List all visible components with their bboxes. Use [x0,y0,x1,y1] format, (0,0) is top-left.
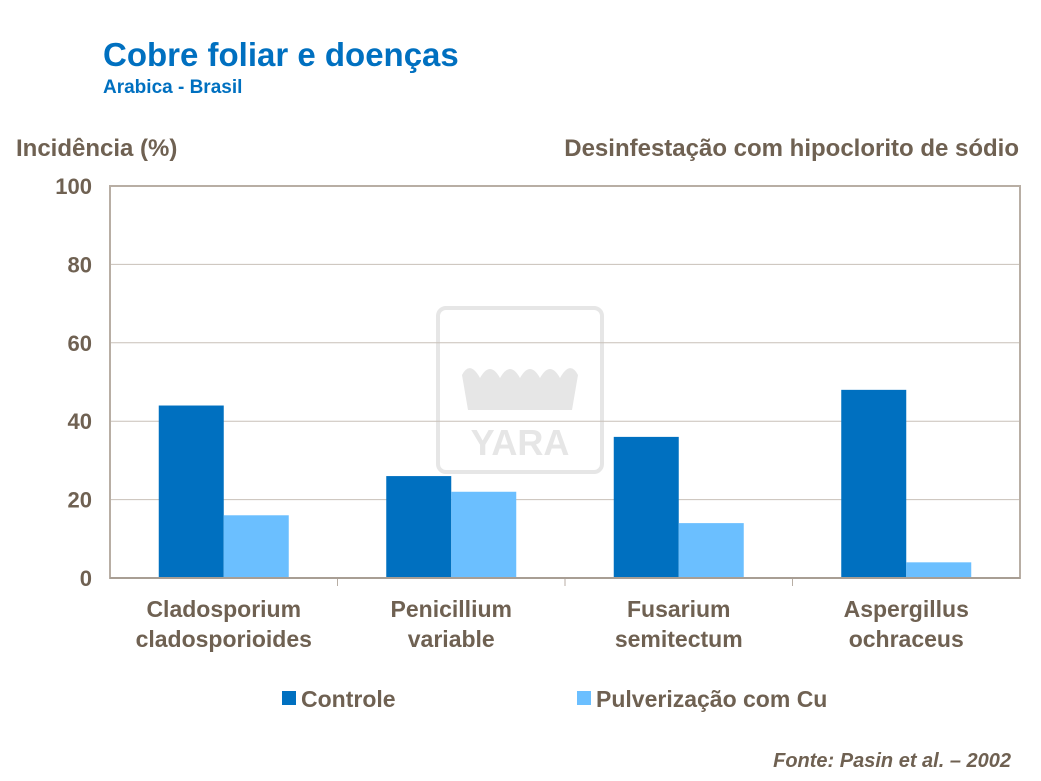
legend-swatch [577,691,591,705]
chart-subtitle: Arabica - Brasil [103,77,243,98]
legend-label: Pulverização com Cu [596,686,827,712]
watermark-logo-text: YARA [471,422,570,463]
bar-pulverização-com-cu [678,523,744,578]
x-tick-label: cladosporioides [136,626,312,652]
x-tick-label: Aspergillus [844,596,969,622]
watermark-logo-frame [436,306,604,474]
bar-pulverização-com-cu [451,491,517,578]
x-tick-label: Fusarium [627,596,731,622]
x-tick-label: Penicillium [391,596,512,622]
bar-controle [158,405,224,578]
bar-pulverização-com-cu [906,562,972,578]
watermark-ship-icon [462,368,578,410]
bar-pulverização-com-cu [223,515,289,578]
bar-controle [386,476,452,578]
bar-controle [841,389,907,578]
legend-swatch [282,691,296,705]
y-tick-label: 80 [68,252,92,277]
legend-label: Controle [301,686,396,712]
y-axis-label: Incidência (%) [16,135,178,162]
x-tick-label: semitectum [615,626,743,652]
y-tick-label: 60 [68,331,92,356]
y-tick-label: 40 [68,409,92,434]
x-tick-label: ochraceus [849,626,964,652]
y-tick-label: 100 [55,174,92,199]
x-tick-label: Cladosporium [146,596,301,622]
bar-controle [613,436,679,578]
chart-annotation: Desinfestação com hipoclorito de sódio [564,135,1019,162]
source-note: Fonte: Pasin et al. – 2002 [773,750,1011,772]
y-tick-label: 0 [80,566,92,591]
x-tick-label: variable [408,626,495,652]
y-tick-label: 20 [68,488,92,513]
chart-title: Cobre foliar e doenças [103,36,459,73]
